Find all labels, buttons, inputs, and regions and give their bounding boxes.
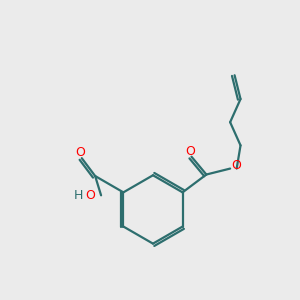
Text: O: O	[85, 189, 95, 202]
Text: H: H	[74, 189, 83, 202]
Text: O: O	[232, 158, 242, 172]
Text: O: O	[75, 146, 85, 159]
Text: O: O	[185, 145, 195, 158]
